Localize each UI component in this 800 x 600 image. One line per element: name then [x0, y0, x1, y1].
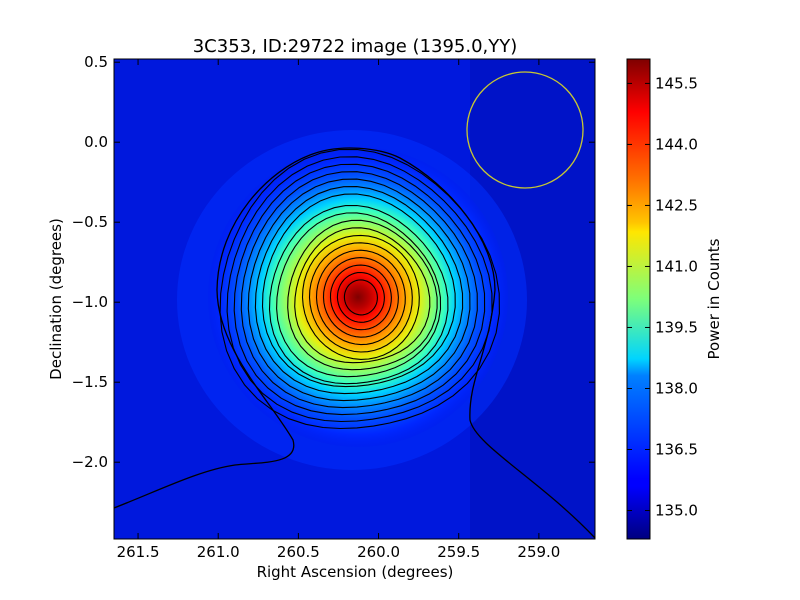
contour-line — [233, 163, 486, 416]
colorbar-tick-label: 144.0 — [655, 135, 698, 153]
outer-contour — [114, 147, 595, 539]
chart-title: 3C353, ID:29722 image (1395.0,YY) — [193, 36, 518, 57]
contour-line — [261, 193, 456, 388]
x-axis-label: Right Ascension (degrees) — [257, 563, 454, 581]
contour-line — [254, 186, 464, 395]
contour-line — [268, 204, 449, 385]
y-axis-label: Declination (degrees) — [47, 218, 65, 380]
colorbar-tick-label: 138.0 — [655, 379, 698, 397]
contour-line — [336, 271, 385, 323]
colorbar — [626, 58, 651, 540]
contour-line — [322, 257, 399, 338]
y-tick-label: 0.0 — [84, 133, 108, 151]
y-tick-label: −0.5 — [72, 213, 108, 231]
x-tick-label: 259.5 — [437, 543, 480, 561]
contour-line — [315, 249, 406, 346]
contour-lines — [219, 148, 500, 430]
contour-line — [276, 212, 442, 378]
contour-line — [301, 234, 420, 360]
contour-line — [287, 219, 438, 371]
x-tick-label: 260.0 — [357, 543, 400, 561]
beam-circle — [466, 71, 584, 189]
y-tick-label: −1.0 — [72, 293, 108, 311]
contour-line — [294, 227, 431, 364]
x-tick-label: 259.0 — [517, 543, 560, 561]
contour-line — [247, 178, 471, 402]
x-axis-ticks: 261.5 261.0 260.5 260.0 259.5 259.0 — [117, 59, 560, 561]
contour-line — [240, 171, 478, 409]
x-tick-label: 260.5 — [277, 543, 320, 561]
x-tick-label: 261.5 — [117, 543, 160, 561]
y-tick-label: −1.5 — [72, 373, 108, 391]
y-axis-ticks: 0.5 0.0 −0.5 −1.0 −1.5 −2.0 — [72, 53, 595, 471]
contour-line — [226, 156, 493, 423]
contour-line — [329, 264, 392, 331]
contour-line — [343, 279, 378, 316]
colorbar-tick-label: 135.0 — [655, 502, 698, 520]
colorbar-tick-label: 139.5 — [655, 318, 698, 336]
colorbar-tick-label: 136.5 — [655, 441, 698, 459]
y-tick-label: −2.0 — [72, 453, 108, 471]
colorbar-label: Power in Counts — [705, 238, 723, 359]
heatmap-image — [114, 59, 595, 539]
x-tick-label: 261.0 — [197, 543, 240, 561]
colorbar-ticks: 135.0 136.5 138.0 139.5 141.0 142.5 144.0 145.5 — [627, 74, 698, 520]
contour-line — [219, 148, 500, 430]
contour-line — [308, 242, 413, 353]
colorbar-tick-label: 145.5 — [655, 74, 698, 92]
y-tick-label: 0.5 — [84, 53, 108, 71]
colorbar-tick-label: 142.5 — [655, 196, 698, 214]
plot-frame — [113, 58, 596, 540]
colorbar-tick-label: 141.0 — [655, 257, 698, 275]
